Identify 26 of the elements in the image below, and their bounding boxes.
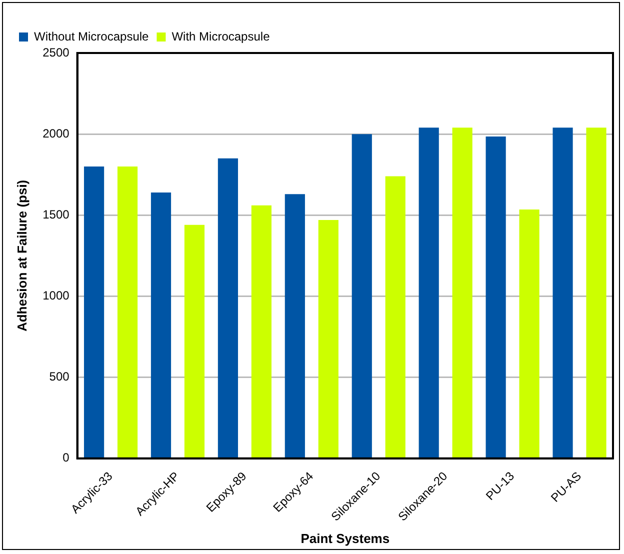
legend-label: With Microcapsule <box>172 29 270 44</box>
y-tick-label: 0 <box>62 450 70 465</box>
legend-label: Without Microcapsule <box>34 29 150 44</box>
y-tick-label: 1000 <box>42 288 70 303</box>
bar <box>218 158 238 458</box>
y-tick-label: 2500 <box>42 45 70 60</box>
bar <box>84 166 104 458</box>
bar <box>385 176 406 458</box>
bar <box>117 166 138 458</box>
bar <box>452 128 472 458</box>
bar <box>519 209 540 458</box>
bar <box>251 205 272 458</box>
y-tick-label: 2000 <box>42 126 70 140</box>
bar <box>418 128 439 458</box>
bar <box>486 136 506 458</box>
bar <box>586 128 606 458</box>
y-tick-label: 1500 <box>42 207 70 222</box>
bar <box>318 220 338 458</box>
bar <box>150 192 172 458</box>
bar <box>352 134 372 458</box>
y-axis-title: Adhesion at Failure (psi) <box>14 180 30 332</box>
bar <box>552 128 573 458</box>
bar <box>284 194 305 458</box>
bar <box>184 224 205 458</box>
y-tick-label: 500 <box>49 370 70 384</box>
x-axis-title: Paint Systems <box>300 530 390 546</box>
